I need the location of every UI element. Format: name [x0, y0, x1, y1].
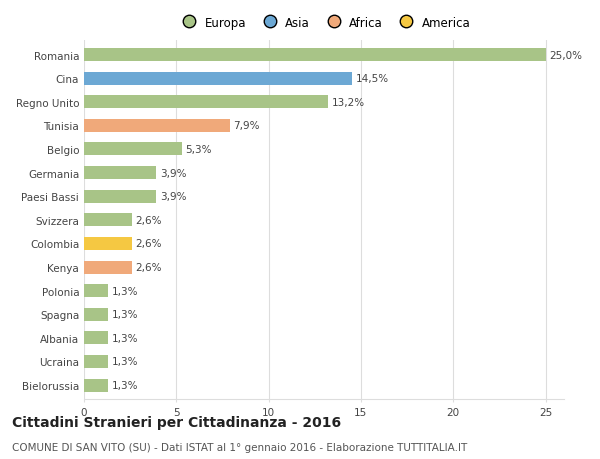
Bar — [84, 285, 108, 297]
Text: 2,6%: 2,6% — [136, 239, 162, 249]
Text: 1,3%: 1,3% — [112, 357, 138, 367]
Text: 14,5%: 14,5% — [355, 74, 389, 84]
Bar — [84, 190, 156, 203]
Text: 3,9%: 3,9% — [160, 168, 186, 178]
Bar — [84, 96, 328, 109]
Text: Cittadini Stranieri per Cittadinanza - 2016: Cittadini Stranieri per Cittadinanza - 2… — [12, 415, 341, 429]
Bar — [84, 49, 545, 62]
Bar — [84, 237, 132, 250]
Bar — [84, 120, 230, 133]
Bar — [84, 73, 352, 85]
Text: 2,6%: 2,6% — [136, 263, 162, 273]
Text: 25,0%: 25,0% — [549, 50, 582, 61]
Bar — [84, 167, 156, 179]
Text: 5,3%: 5,3% — [185, 145, 212, 155]
Bar — [84, 355, 108, 368]
Text: 1,3%: 1,3% — [112, 333, 138, 343]
Bar — [84, 143, 182, 156]
Bar — [84, 308, 108, 321]
Bar — [84, 261, 132, 274]
Text: 13,2%: 13,2% — [331, 98, 365, 107]
Text: 7,9%: 7,9% — [233, 121, 260, 131]
Legend: Europa, Asia, Africa, America: Europa, Asia, Africa, America — [175, 14, 473, 32]
Text: 1,3%: 1,3% — [112, 286, 138, 296]
Bar — [84, 331, 108, 345]
Text: 1,3%: 1,3% — [112, 380, 138, 390]
Text: 3,9%: 3,9% — [160, 192, 186, 202]
Text: COMUNE DI SAN VITO (SU) - Dati ISTAT al 1° gennaio 2016 - Elaborazione TUTTITALI: COMUNE DI SAN VITO (SU) - Dati ISTAT al … — [12, 442, 467, 452]
Text: 2,6%: 2,6% — [136, 215, 162, 225]
Bar — [84, 214, 132, 227]
Text: 1,3%: 1,3% — [112, 309, 138, 319]
Bar — [84, 379, 108, 392]
